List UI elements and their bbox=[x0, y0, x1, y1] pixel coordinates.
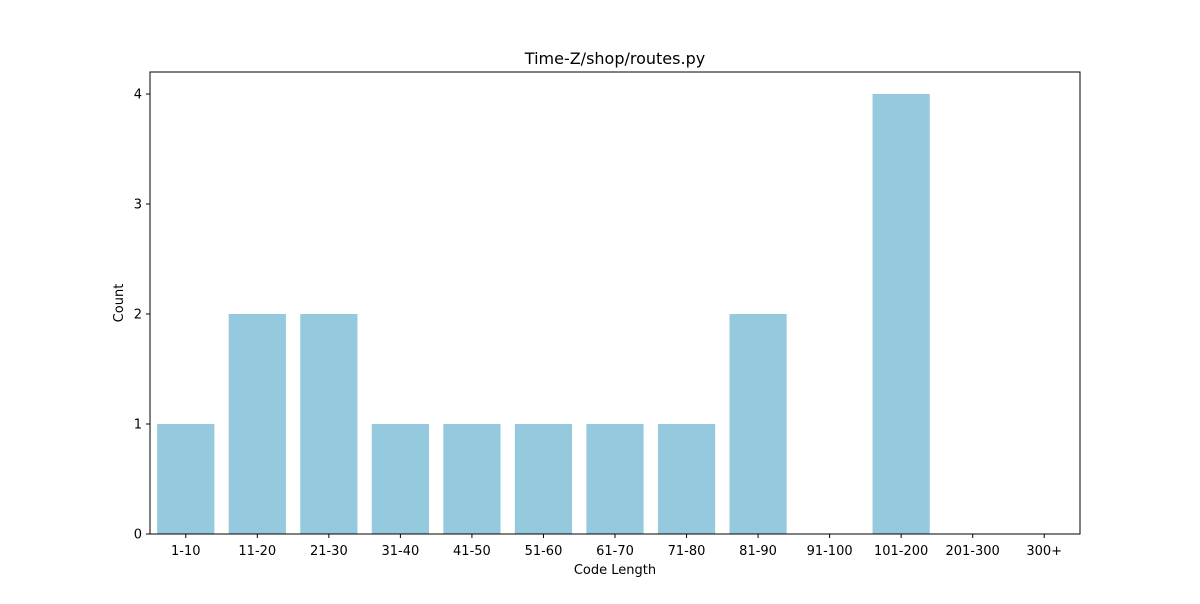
bars-group bbox=[157, 94, 930, 534]
plot-frame bbox=[149, 71, 1081, 535]
x-tick-label: 91-100 bbox=[807, 544, 853, 559]
bar-31-40 bbox=[371, 424, 429, 534]
x-tick-label: 1-10 bbox=[171, 544, 201, 559]
y-tick-label: 1 bbox=[134, 418, 142, 433]
x-tick-label: 51-60 bbox=[525, 544, 563, 559]
x-tick-label: 101-200 bbox=[874, 544, 928, 559]
x-tick-label: 41-50 bbox=[453, 544, 491, 559]
x-tick-label: 61-70 bbox=[596, 544, 634, 559]
x-tick-label: 201-300 bbox=[946, 544, 1000, 559]
bar-11-20 bbox=[228, 314, 286, 534]
bar-71-80 bbox=[657, 424, 716, 534]
y-tick-label: 2 bbox=[134, 308, 142, 323]
y-tick-label: 3 bbox=[134, 198, 142, 213]
x-tick-label: 21-30 bbox=[310, 544, 348, 559]
x-tick-label: 31-40 bbox=[381, 544, 419, 559]
x-tick-label: 11-20 bbox=[238, 544, 276, 559]
bar-101-200 bbox=[872, 94, 930, 534]
y-axis-label: Count bbox=[112, 284, 127, 323]
x-tick-label: 81-90 bbox=[739, 544, 777, 559]
bar-51-60 bbox=[514, 424, 573, 534]
x-axis-label: Code Length bbox=[574, 563, 656, 578]
bar-81-90 bbox=[729, 314, 787, 534]
y-axis-ticks: 0 1 2 3 4 bbox=[134, 88, 150, 543]
bar-61-70 bbox=[586, 424, 644, 534]
x-tick-label: 71-80 bbox=[668, 544, 706, 559]
x-tick-label: 300+ bbox=[1026, 544, 1062, 559]
bar-21-30 bbox=[300, 314, 358, 534]
chart-title: Time-Z/shop/routes.py bbox=[524, 49, 705, 68]
y-tick-label: 4 bbox=[134, 88, 142, 103]
x-axis-ticks: 1-10 11-20 21-30 31-40 41-50 51-60 61-70 71-80 8… bbox=[171, 534, 1062, 559]
y-tick-label: 0 bbox=[134, 528, 142, 543]
bar-1-10 bbox=[157, 424, 215, 534]
bar-41-50 bbox=[443, 424, 501, 534]
